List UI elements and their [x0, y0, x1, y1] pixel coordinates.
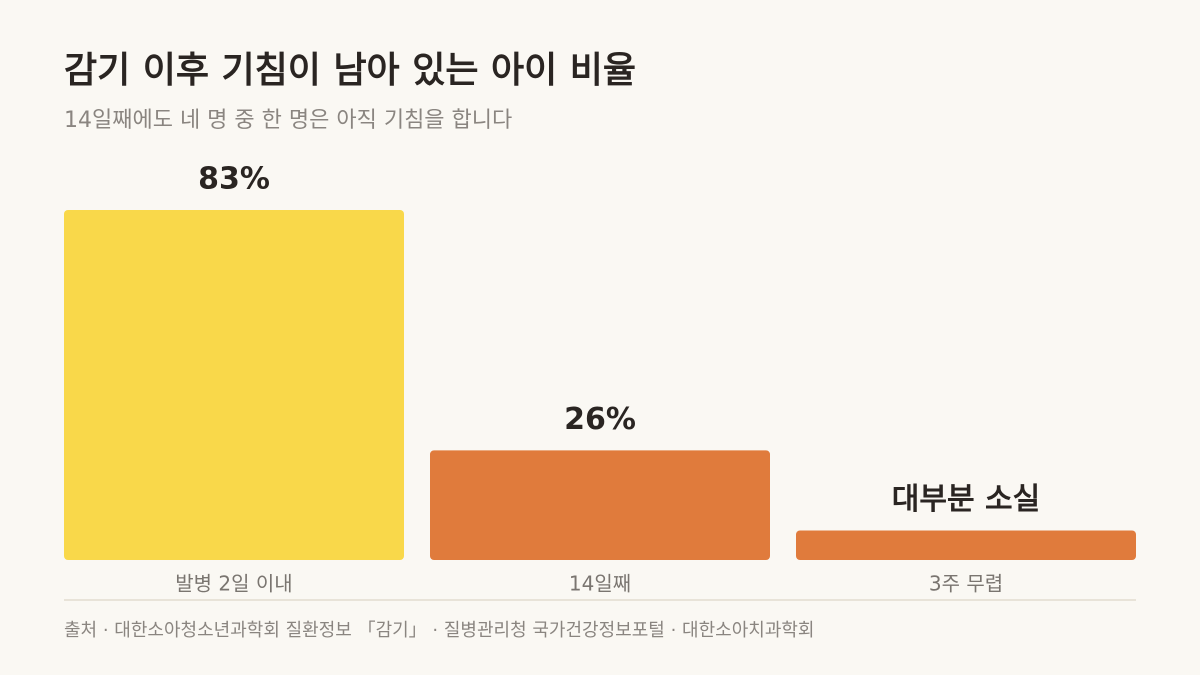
bar — [64, 209, 404, 560]
value-label: 26% — [564, 402, 636, 437]
value-label: 대부분 소실 — [892, 482, 1040, 517]
bar — [430, 450, 770, 560]
source: 출처 · 대한소아청소년과학회 질환정보 「감기」 · 질병관리청 국가건강정보… — [64, 620, 815, 641]
chart-subtitle: 14일째에도 네 명 중 한 명은 아직 기침을 합니다 — [64, 108, 512, 133]
x-tick-label: 3주 무렵 — [929, 572, 1003, 596]
bar — [796, 530, 1136, 560]
x-tick-label: 발병 2일 이내 — [175, 572, 292, 596]
chart-title: 감기 이후 기침이 남아 있는 아이 비율 — [64, 50, 636, 91]
x-tick-label: 14일째 — [569, 572, 631, 596]
value-label: 83% — [198, 161, 270, 196]
